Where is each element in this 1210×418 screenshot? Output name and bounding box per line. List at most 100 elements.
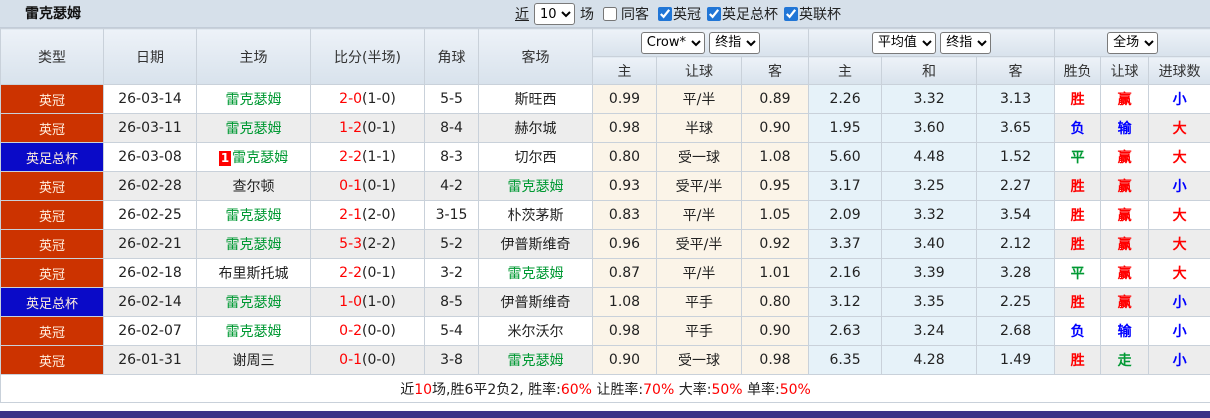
away-team[interactable]: 雷克瑟姆 <box>478 171 593 201</box>
away-team-name: 伊普斯维奇 <box>500 295 571 311</box>
match-date: 26-02-21 <box>103 229 197 259</box>
competition-badge: 英冠 <box>0 113 104 143</box>
home-team[interactable]: 雷克瑟姆 <box>196 229 311 259</box>
match-date: 26-01-31 <box>103 345 197 375</box>
bottom-divider-bar <box>0 411 1210 418</box>
away-team[interactable]: 伊普斯维奇 <box>478 287 593 317</box>
outcome-cell: 负 <box>1054 113 1102 143</box>
handicap-cell: 受平/半 <box>656 229 742 259</box>
table-row: 英冠 26-02-18 布里斯托城 2-2(0-1) 3-2 雷克瑟姆 0.87 平/半 1.0… <box>0 258 1210 288</box>
avg-home-cell: 3.17 <box>808 171 883 201</box>
away-team-name: 雷克瑟姆 <box>507 266 564 282</box>
competition-filter-checkbox[interactable] <box>707 7 721 21</box>
away-team[interactable]: 斯旺西 <box>478 84 593 114</box>
match-date: 26-02-18 <box>103 258 197 288</box>
table-row: 英冠 26-02-07 雷克瑟姆 0-2(0-0) 5-4 米尔沃尔 0.98 平手 0.90 2… <box>0 316 1210 346</box>
scope-select[interactable]: 全场 <box>1107 31 1159 54</box>
goals-result-cell: 大 <box>1148 113 1210 143</box>
home-team[interactable]: 1 雷克瑟姆 <box>196 142 311 172</box>
outcome-cell: 胜 <box>1054 229 1102 259</box>
home-team[interactable]: 雷克瑟姆 <box>196 200 311 230</box>
average-select[interactable]: 平均值 <box>871 31 936 54</box>
away-team[interactable]: 雷克瑟姆 <box>478 258 593 288</box>
competition-badge: 英冠 <box>0 171 104 201</box>
home-team[interactable]: 布里斯托城 <box>196 258 311 288</box>
page-title: 雷克瑟姆 <box>25 6 81 22</box>
match-date: 26-02-14 <box>103 287 197 317</box>
full-time-score: 2-2 <box>339 149 363 165</box>
handicap-result-cell: 走 <box>1100 345 1150 375</box>
col-header-avg-draw: 和 <box>881 56 978 85</box>
goals-result-cell: 小 <box>1148 171 1210 201</box>
odds-home-cell: 0.87 <box>592 258 657 288</box>
full-time-score: 0-1 <box>339 178 363 194</box>
match-count-select[interactable]: 10 <box>534 3 575 25</box>
average-stage-select[interactable]: 终指 <box>940 31 992 54</box>
home-team[interactable]: 谢周三 <box>196 345 311 375</box>
odds-home-cell: 0.93 <box>592 171 657 201</box>
home-team[interactable]: 雷克瑟姆 <box>196 84 311 114</box>
avg-away-cell: 1.49 <box>976 345 1056 375</box>
home-team-name: 雷克瑟姆 <box>225 237 282 253</box>
scope-selector-group: 全场 <box>1054 28 1210 57</box>
odds-away-cell: 1.01 <box>740 258 810 288</box>
corners-cell: 3-15 <box>424 200 479 230</box>
handicap-cell: 受一球 <box>656 142 742 172</box>
bookmaker-stage-select[interactable]: 终指 <box>709 31 761 54</box>
competition-badge: 英冠 <box>0 229 104 259</box>
col-header-outcome: 胜负 <box>1054 56 1102 85</box>
handicap-cell: 平/半 <box>656 258 742 288</box>
avg-draw-cell: 3.24 <box>881 316 978 346</box>
score-cell: 0-1(0-1) <box>310 171 425 201</box>
odds-home-cell: 0.98 <box>592 113 657 143</box>
score-cell: 0-2(0-0) <box>310 316 425 346</box>
rank-badge: 1 <box>218 151 232 166</box>
score-cell: 0-1(0-0) <box>310 345 425 375</box>
avg-away-cell: 2.25 <box>976 287 1056 317</box>
table-row: 英冠 26-03-14 雷克瑟姆 2-0(1-0) 5-5 斯旺西 0.99 平/半 0.89 2… <box>0 84 1210 114</box>
competition-filter-label: 英冠 <box>673 7 701 23</box>
outcome-cell: 胜 <box>1054 171 1102 201</box>
away-team[interactable]: 切尔西 <box>478 142 593 172</box>
table-row: 英冠 26-03-11 雷克瑟姆 1-2(0-1) 8-4 赫尔城 0.98 半球 0.90 1.… <box>0 113 1210 143</box>
col-header-goals: 进球数 <box>1148 56 1210 85</box>
match-date: 26-02-07 <box>103 316 197 346</box>
summary-segment: 60% <box>560 381 592 398</box>
col-header-handicap-result: 让球 <box>1100 56 1150 85</box>
match-history-table: 类型 日期 主场 比分(半场) 角球 客场 Crow* 终指 平均值 终指 全场 <box>0 28 1210 403</box>
summary-segment: 10 <box>414 381 433 398</box>
competition-filter-checkbox[interactable] <box>658 7 672 21</box>
away-team-name: 米尔沃尔 <box>507 324 564 340</box>
summary-segment: 单率: <box>742 381 780 398</box>
full-time-score: 0-2 <box>339 323 363 339</box>
away-team[interactable]: 朴茨茅斯 <box>478 200 593 230</box>
away-team[interactable]: 雷克瑟姆 <box>478 345 593 375</box>
home-team-name: 雷克瑟姆 <box>232 150 289 166</box>
same-venue-checkbox[interactable] <box>603 7 617 21</box>
avg-away-cell: 2.27 <box>976 171 1056 201</box>
col-header-odds-home: 主 <box>592 56 657 85</box>
outcome-cell: 平 <box>1054 258 1102 288</box>
competition-filter-checkbox[interactable] <box>784 7 798 21</box>
col-header-home: 主场 <box>196 28 311 85</box>
home-team-name: 谢周三 <box>232 353 275 369</box>
bookmaker-select[interactable]: Crow* <box>640 31 705 54</box>
away-team[interactable]: 米尔沃尔 <box>478 316 593 346</box>
competition-badge: 英冠 <box>0 200 104 230</box>
competition-filter-label: 英足总杯 <box>722 7 778 23</box>
home-team[interactable]: 雷克瑟姆 <box>196 113 311 143</box>
competition-badge: 英冠 <box>0 84 104 114</box>
filter-controls: 近 10 场 同客 英冠 英足总杯 英联杯 <box>515 0 841 28</box>
home-team[interactable]: 雷克瑟姆 <box>196 316 311 346</box>
home-team[interactable]: 雷克瑟姆 <box>196 287 311 317</box>
odds-home-cell: 0.83 <box>592 200 657 230</box>
handicap-result-cell: 输 <box>1100 316 1150 346</box>
goals-result-cell: 小 <box>1148 84 1210 114</box>
recent-link[interactable]: 近 <box>515 7 529 23</box>
home-team[interactable]: 查尔顿 <box>196 171 311 201</box>
away-team[interactable]: 伊普斯维奇 <box>478 229 593 259</box>
handicap-cell: 平手 <box>656 287 742 317</box>
avg-home-cell: 3.37 <box>808 229 883 259</box>
away-team[interactable]: 赫尔城 <box>478 113 593 143</box>
full-time-score: 0-1 <box>339 352 363 368</box>
